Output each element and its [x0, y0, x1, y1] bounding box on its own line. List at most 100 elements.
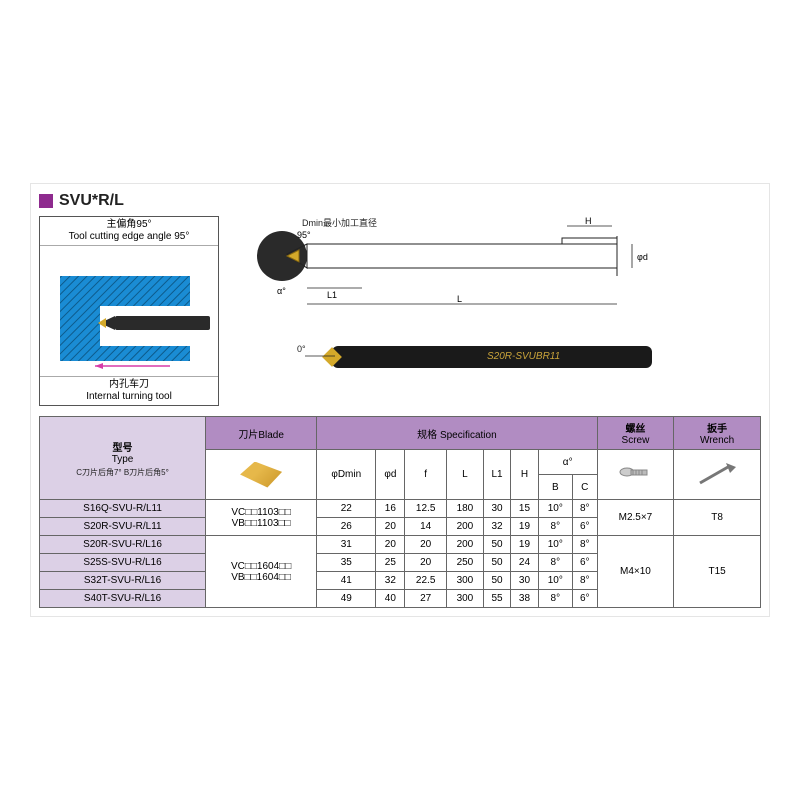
col-L1: L1 [483, 450, 510, 500]
title-row: SVU*R/L [39, 192, 761, 210]
svg-text:95°: 95° [297, 230, 311, 240]
cell: 300 [446, 590, 483, 608]
cell: 8° [538, 590, 572, 608]
cell-blade-g1: VC□□1103□□ VB□□1103□□ [206, 500, 317, 536]
cell-blade-g2: VC□□1604□□ VB□□1604□□ [206, 536, 317, 608]
wrench-cn: 扳手 [676, 420, 758, 435]
cell: 15 [511, 500, 538, 518]
upper-diagrams: 主偏角95° Tool cutting edge angle 95° [39, 216, 761, 406]
blade-code: VC□□1604□□ [208, 561, 314, 572]
cell: 10° [538, 572, 572, 590]
cell: 10° [538, 500, 572, 518]
type-cn: 型号 [42, 439, 203, 454]
cell: 30 [511, 572, 538, 590]
internal-turning-icon [40, 246, 218, 376]
cell: 50 [483, 536, 510, 554]
cell: 16 [376, 500, 405, 518]
blade-cn: 刀片 [238, 430, 258, 441]
cell: 250 [446, 554, 483, 572]
blade-code: VB□□1604□□ [208, 572, 314, 583]
cell: 8° [572, 500, 597, 518]
svg-text:L: L [457, 294, 462, 304]
cell-wrench: T15 [674, 536, 761, 608]
cell-screw: M4×10 [597, 536, 674, 608]
cell: 22 [317, 500, 376, 518]
right-schematic: L1 L H φd 95° α° Dmin最小加工直径 S20R-SVUBR11… [227, 216, 761, 406]
svg-text:H: H [585, 216, 592, 226]
cell: 20 [376, 518, 405, 536]
col-alpha: α° [538, 450, 597, 475]
cell: 6° [572, 518, 597, 536]
spec-en: Specification [440, 430, 497, 441]
col-spec: 规格 Specification [317, 417, 598, 450]
cell: 8° [572, 572, 597, 590]
col-B: B [538, 475, 572, 500]
cell: 27 [405, 590, 447, 608]
type-sub: C刀片后角7° B刀片后角5° [42, 467, 203, 478]
cell-type: S16Q-SVU-R/L11 [40, 500, 206, 518]
blade-en: Blade [258, 430, 284, 441]
wrench-icon [694, 461, 740, 489]
wrench-image-cell [674, 450, 761, 500]
cell: 200 [446, 518, 483, 536]
blade-code: VC□□1103□□ [208, 507, 314, 518]
cell: 8° [538, 554, 572, 572]
cell: 24 [511, 554, 538, 572]
cell: 38 [511, 590, 538, 608]
spec-table: 型号 Type C刀片后角7° B刀片后角5° 刀片Blade 规格 Speci… [39, 416, 761, 608]
cell: 8° [538, 518, 572, 536]
left-top-caption: 主偏角95° Tool cutting edge angle 95° [40, 217, 218, 246]
cell: 200 [446, 536, 483, 554]
cell: 19 [511, 536, 538, 554]
cell: 8° [572, 536, 597, 554]
cell: 25 [376, 554, 405, 572]
cell-type: S20R-SVU-R/L16 [40, 536, 206, 554]
left-bot-caption: 内孔车刀 Internal turning tool [40, 376, 218, 405]
cell: 14 [405, 518, 447, 536]
wrench-en: Wrench [676, 435, 758, 446]
blade-image-cell [206, 450, 317, 500]
col-L: L [446, 450, 483, 500]
cell: 49 [317, 590, 376, 608]
blade-shape-icon [240, 462, 282, 488]
cell: 32 [483, 518, 510, 536]
cell: 50 [483, 554, 510, 572]
screw-icon [615, 460, 655, 490]
screw-en: Screw [600, 435, 672, 446]
col-screw: 螺丝 Screw [597, 417, 674, 450]
cell: 30 [483, 500, 510, 518]
spec-cn: 规格 [417, 430, 437, 441]
left-top-en: Tool cutting edge angle 95° [40, 231, 218, 243]
col-C: C [572, 475, 597, 500]
cell: 32 [376, 572, 405, 590]
cell-screw: M2.5×7 [597, 500, 674, 536]
header-row-1: 型号 Type C刀片后角7° B刀片后角5° 刀片Blade 规格 Speci… [40, 417, 761, 450]
col-f: f [405, 450, 447, 500]
cell: 20 [376, 536, 405, 554]
col-phidmin: φDmin [317, 450, 376, 500]
screw-image-cell [597, 450, 674, 500]
col-wrench: 扳手 Wrench [674, 417, 761, 450]
cell: 55 [483, 590, 510, 608]
cell: 6° [572, 590, 597, 608]
cell: 20 [405, 536, 447, 554]
dmin-label: Dmin最小加工直径 [302, 216, 377, 229]
cell: 50 [483, 572, 510, 590]
cell: 12.5 [405, 500, 447, 518]
screw-cn: 螺丝 [600, 420, 672, 435]
blade-code: VB□□1103□□ [208, 518, 314, 529]
svg-text:L1: L1 [327, 290, 337, 300]
tool-model-label: S20R-SVUBR11 [487, 351, 560, 362]
top-schematic-icon: L1 L H φd 95° α° [227, 216, 767, 311]
cell: 6° [572, 554, 597, 572]
col-phid: φd [376, 450, 405, 500]
left-bot-cn: 内孔车刀 [40, 379, 218, 391]
zero-angle-line-icon [305, 341, 345, 371]
cell: 26 [317, 518, 376, 536]
title-square-icon [39, 194, 53, 208]
col-H: H [511, 450, 538, 500]
cell: 19 [511, 518, 538, 536]
type-en: Type [42, 454, 203, 465]
cell: 20 [405, 554, 447, 572]
cell-type: S32T-SVU-R/L16 [40, 572, 206, 590]
